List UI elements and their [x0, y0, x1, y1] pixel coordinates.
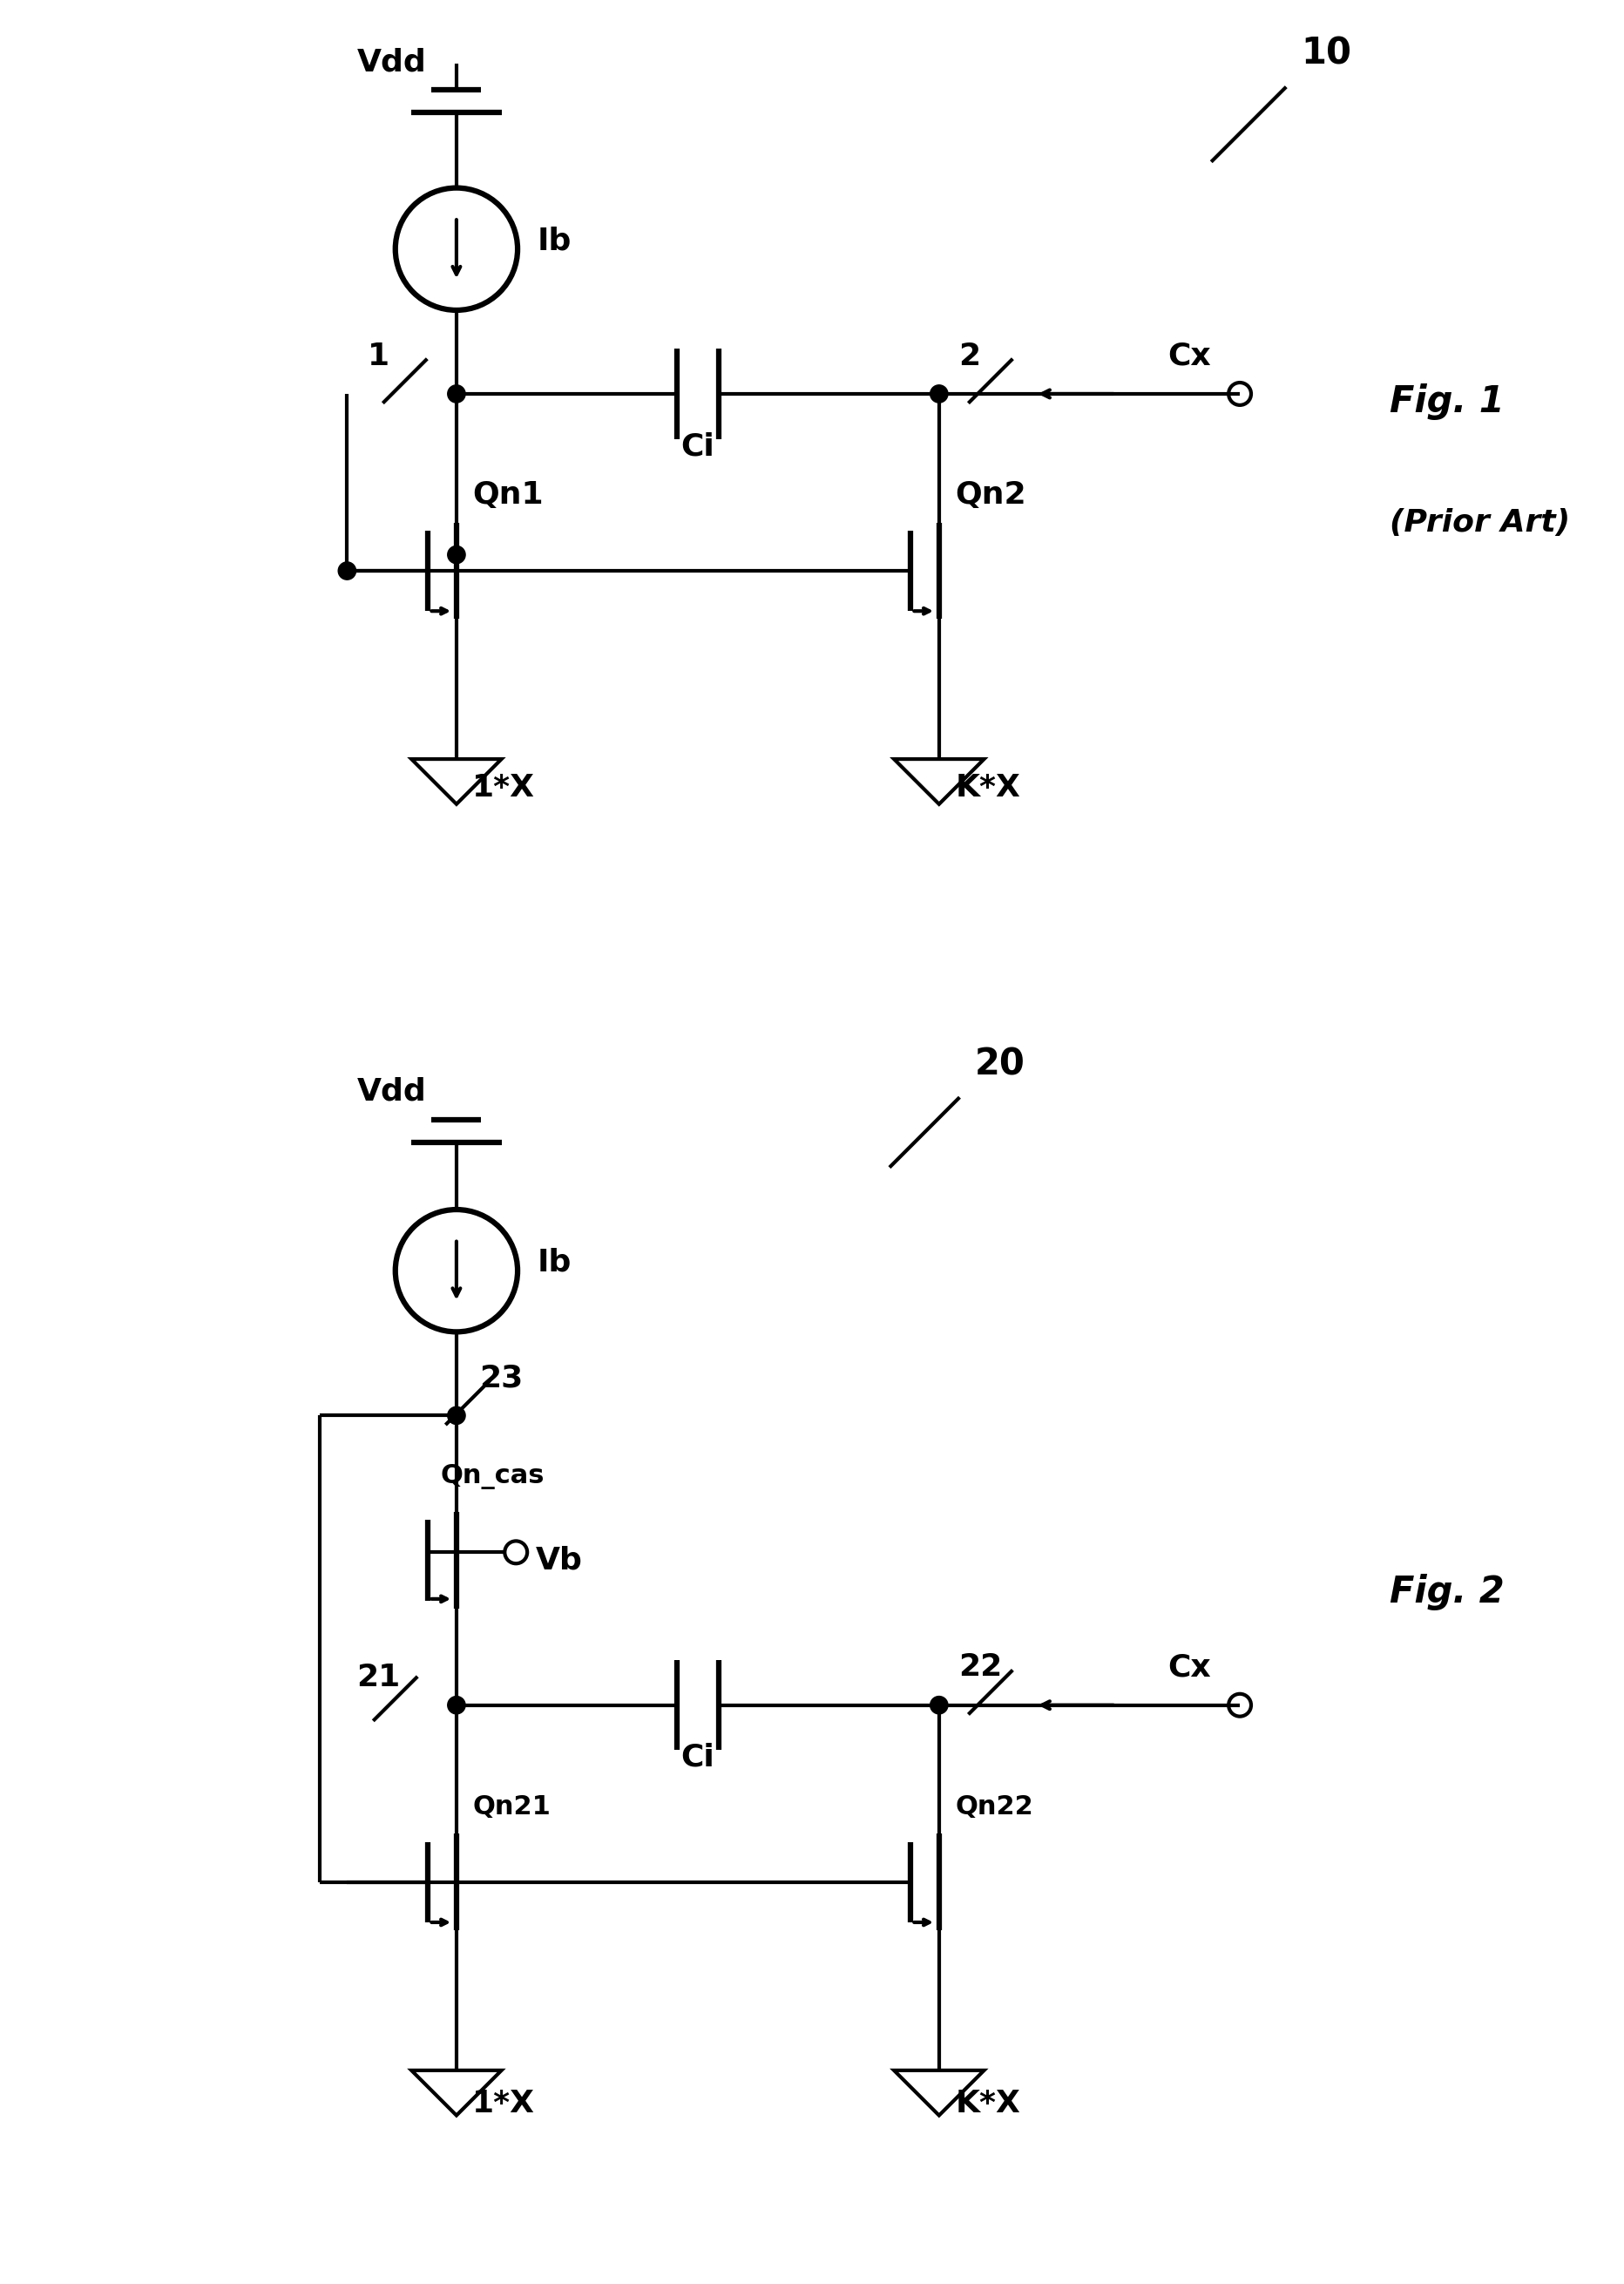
Text: Ci: Ci — [680, 1743, 715, 1772]
Text: 1*X: 1*X — [473, 772, 536, 802]
Text: 21: 21 — [357, 1663, 401, 1692]
Text: Ib: Ib — [538, 1247, 572, 1277]
Text: Vdd: Vdd — [357, 1078, 425, 1108]
Text: K*X: K*X — [955, 2088, 1020, 2117]
Circle shape — [448, 1697, 466, 1713]
Circle shape — [448, 546, 466, 564]
Text: 20: 20 — [974, 1046, 1025, 1083]
Text: Qn2: Qn2 — [955, 480, 1026, 509]
Text: 2: 2 — [958, 340, 981, 370]
Text: 1: 1 — [369, 340, 390, 370]
Text: Fig. 1: Fig. 1 — [1390, 384, 1504, 420]
Text: 22: 22 — [958, 1654, 1002, 1683]
Text: Cx: Cx — [1168, 1654, 1212, 1683]
Circle shape — [448, 1407, 466, 1425]
Text: Fig. 2: Fig. 2 — [1390, 1574, 1504, 1610]
Circle shape — [448, 386, 466, 402]
Text: Qn1: Qn1 — [473, 480, 544, 509]
Text: Qn22: Qn22 — [955, 1795, 1033, 1820]
Text: (Prior Art): (Prior Art) — [1390, 507, 1570, 537]
Circle shape — [931, 1697, 948, 1713]
Text: K*X: K*X — [955, 772, 1020, 802]
Text: Qn_cas: Qn_cas — [440, 1464, 544, 1489]
Text: Vdd: Vdd — [357, 48, 425, 78]
Circle shape — [931, 386, 948, 402]
Text: Ci: Ci — [680, 432, 715, 461]
Circle shape — [338, 562, 356, 580]
Text: Qn21: Qn21 — [473, 1795, 551, 1820]
Text: 1*X: 1*X — [473, 2088, 536, 2117]
Text: 23: 23 — [479, 1364, 523, 1393]
Text: 10: 10 — [1301, 37, 1351, 73]
Text: Ib: Ib — [538, 226, 572, 256]
Text: Cx: Cx — [1168, 340, 1212, 370]
Text: Vb: Vb — [536, 1546, 583, 1576]
